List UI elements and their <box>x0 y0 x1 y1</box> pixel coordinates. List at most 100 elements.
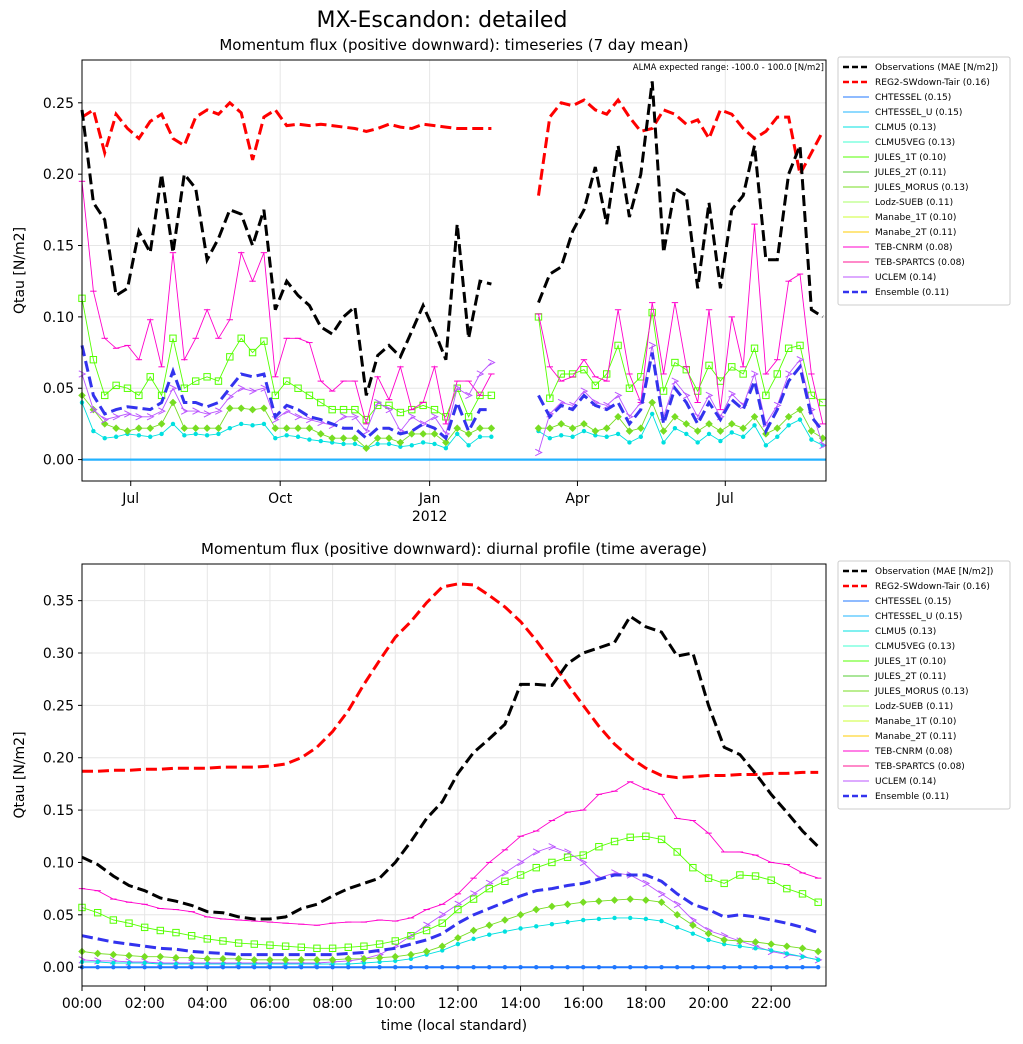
data-point <box>565 919 570 925</box>
data-point <box>339 434 348 442</box>
legend-label: JULES_1T (0.10) <box>874 153 946 163</box>
data-point <box>396 438 405 447</box>
top-ylabel: Qtau [N/m2] <box>12 227 28 314</box>
data-point <box>220 964 226 970</box>
data-point <box>203 410 212 418</box>
data-point <box>214 424 223 432</box>
data-point <box>548 902 556 911</box>
data-point <box>299 961 304 967</box>
y-tick-label: 0.05 <box>43 381 74 397</box>
legend-label: CHTESSEL (0.15) <box>875 93 951 103</box>
data-point <box>580 420 588 428</box>
data-point <box>739 370 747 378</box>
data-point <box>501 916 509 924</box>
data-point <box>408 413 417 421</box>
data-point <box>557 420 565 428</box>
data-point <box>385 405 394 414</box>
data-point <box>361 964 367 970</box>
data-point <box>809 437 814 442</box>
data-point <box>295 434 301 439</box>
data-point <box>465 391 473 400</box>
data-point <box>424 964 429 970</box>
data-point <box>783 884 791 893</box>
data-point <box>125 951 133 960</box>
data-point <box>614 391 623 400</box>
data-point <box>784 344 793 352</box>
data-point <box>489 434 494 439</box>
data-point <box>736 937 744 945</box>
data-point <box>658 890 666 898</box>
data-point <box>648 341 657 350</box>
data-point <box>682 391 691 400</box>
data-point <box>158 407 166 415</box>
data-point <box>469 895 478 903</box>
data-point <box>736 871 744 879</box>
y-tick-label: 0.25 <box>43 96 74 112</box>
data-point <box>796 405 804 414</box>
data-point <box>595 843 603 851</box>
data-point <box>422 947 431 956</box>
data-point <box>648 398 656 407</box>
legend-label: Manabe_1T (0.10) <box>875 213 956 223</box>
data-point <box>768 948 774 953</box>
legend-label: REG2-SWdown-Tair (0.16) <box>875 78 990 88</box>
data-point <box>612 964 617 970</box>
data-point <box>659 918 664 924</box>
data-point <box>767 876 775 884</box>
data-point <box>158 964 163 970</box>
data-point <box>91 428 96 434</box>
data-point <box>109 916 118 924</box>
series-line <box>81 97 825 196</box>
data-point <box>375 441 380 447</box>
data-point <box>559 433 564 438</box>
data-point <box>570 434 575 439</box>
data-point <box>580 387 589 395</box>
data-point <box>271 424 280 432</box>
data-point <box>471 936 476 942</box>
data-point <box>216 431 221 437</box>
data-point <box>796 341 804 350</box>
data-point <box>112 381 120 390</box>
data-point <box>614 341 622 350</box>
data-point <box>438 919 446 927</box>
data-point <box>682 420 691 428</box>
data-point <box>112 424 120 432</box>
series-line <box>81 873 819 957</box>
data-point <box>689 863 697 872</box>
data-point <box>420 440 426 445</box>
data-point <box>318 438 323 444</box>
x-tick-label: 12:00 <box>438 996 478 1012</box>
data-point <box>430 430 439 438</box>
data-point <box>317 398 325 407</box>
data-point <box>393 964 398 970</box>
y-tick-label: 0.00 <box>43 453 74 469</box>
data-point <box>344 943 352 951</box>
data-point <box>391 952 400 961</box>
data-point <box>192 407 201 415</box>
legend-label: JULES_2T (0.11) <box>874 672 946 682</box>
data-point <box>516 871 525 879</box>
data-point <box>615 431 621 437</box>
bottom-legend: Observation (MAE [N/m2]) REG2-SWdown-Tair… <box>837 560 1011 810</box>
data-point <box>238 421 244 427</box>
data-point <box>305 424 314 432</box>
data-point <box>431 413 439 421</box>
data-point <box>455 964 461 970</box>
data-point <box>250 940 258 948</box>
data-point <box>237 334 245 342</box>
data-point <box>563 853 572 861</box>
data-point <box>763 443 769 448</box>
data-point <box>814 956 823 964</box>
data-point <box>684 431 689 437</box>
data-point <box>579 858 588 867</box>
data-point <box>502 929 508 934</box>
data-point <box>260 337 268 345</box>
data-point <box>227 425 233 431</box>
data-point <box>341 441 346 447</box>
x-tick-sublabel: 2012 <box>412 509 448 525</box>
data-point <box>187 932 196 940</box>
data-point <box>657 835 666 844</box>
data-point <box>146 373 154 381</box>
legend-label: JULES_MORUS (0.13) <box>874 687 968 697</box>
